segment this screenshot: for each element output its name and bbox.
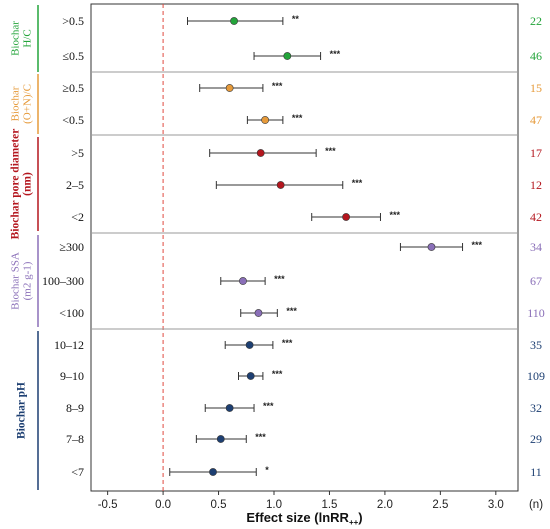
- n-label: 22: [530, 14, 542, 28]
- effect-point: [245, 341, 254, 349]
- category-label: ≤0.5: [62, 49, 84, 63]
- significance-label: ***: [472, 240, 483, 250]
- x-tick-label: 3.0: [488, 499, 504, 511]
- n-label: 12: [530, 178, 542, 192]
- category-label: <0.5: [62, 113, 84, 127]
- group-label: Biochar SSA: [10, 252, 22, 310]
- significance-label: ***: [272, 369, 283, 379]
- significance-label: ***: [325, 146, 336, 156]
- effect-point: [225, 404, 234, 412]
- plot-layer: ****************************************…: [90, 3, 519, 492]
- category-label: 2–5: [66, 178, 84, 192]
- significance-label: **: [292, 14, 300, 24]
- significance-label: ***: [282, 338, 293, 348]
- group-label: H/C: [22, 29, 34, 47]
- significance-label: ***: [272, 81, 283, 91]
- category-label: 10–12: [54, 338, 84, 352]
- category-label: 7–8: [66, 432, 84, 446]
- category-label: ≥0.5: [62, 81, 84, 95]
- effect-point: [246, 372, 255, 380]
- x-tick-label: 2.5: [432, 499, 448, 511]
- n-label: 32: [530, 401, 542, 415]
- x-tick-label: 0.5: [211, 499, 227, 511]
- effect-point: [216, 435, 225, 443]
- n-label: 110: [527, 306, 545, 320]
- significance-label: ***: [352, 178, 363, 188]
- significance-label: *: [265, 465, 269, 475]
- x-axis-title: Effect size (lnRR++): [246, 510, 362, 527]
- effect-point: [283, 52, 292, 60]
- n-label: 109: [527, 369, 545, 383]
- group-label: (m2 g-1): [22, 261, 34, 300]
- category-label: >5: [71, 146, 84, 160]
- effect-point: [427, 243, 436, 251]
- n-label: 17: [530, 146, 542, 160]
- x-axis-title-subscript: ++: [349, 518, 359, 527]
- n-column-label: (n): [529, 499, 543, 511]
- effect-point: [209, 468, 217, 476]
- significance-label: ***: [263, 401, 274, 411]
- group-label: Biochar pH: [16, 382, 28, 439]
- axis-layer: -0.5 0.0 0.5 1.0 1.5 2.0 2.5 3.0 (n) Effect size …: [98, 491, 543, 527]
- x-tick-label: 0.0: [155, 499, 171, 511]
- n-label: 46: [530, 49, 542, 63]
- effect-point: [256, 149, 265, 157]
- category-label: 100–300: [42, 274, 84, 288]
- group-label: (O+N)/C: [22, 84, 34, 124]
- effect-point: [225, 84, 234, 92]
- effect-point: [239, 277, 247, 285]
- n-label: 35: [530, 338, 542, 352]
- effect-point: [254, 309, 263, 317]
- group-label: (nm): [22, 172, 34, 196]
- x-tick-label: 1.5: [321, 499, 337, 511]
- category-label: ≥300: [59, 240, 84, 254]
- x-tick-label: 2.0: [377, 499, 393, 511]
- n-label: 11: [530, 465, 542, 479]
- significance-label: ***: [286, 306, 297, 316]
- x-tick-label: -0.5: [98, 499, 118, 511]
- category-label: >0.5: [62, 14, 84, 28]
- x-axis-title-close: ): [358, 510, 362, 525]
- category-label: <2: [71, 210, 84, 224]
- group-label: Biochar: [10, 21, 22, 56]
- category-label: <100: [59, 306, 84, 320]
- category-label: 8–9: [66, 401, 84, 415]
- significance-label: ***: [389, 210, 400, 220]
- x-tick-label: 1.0: [266, 499, 282, 511]
- effect-point: [342, 213, 350, 221]
- effect-point: [276, 181, 285, 189]
- significance-label: ***: [292, 113, 303, 123]
- effect-point: [230, 17, 238, 25]
- significance-label: ***: [274, 274, 285, 284]
- group-label: Biochar: [10, 86, 22, 121]
- plot-frame: [90, 3, 519, 492]
- significance-label: ***: [255, 432, 266, 442]
- x-axis-title-main: Effect size (lnRR: [246, 510, 349, 525]
- group-label: Biochar pore diameter: [10, 129, 22, 240]
- effect-point: [261, 116, 270, 124]
- n-label: 34: [530, 240, 542, 254]
- category-label: <7: [71, 465, 84, 479]
- n-label: 67: [530, 274, 542, 288]
- n-label: 42: [530, 210, 542, 224]
- n-label: 15: [530, 81, 542, 95]
- category-label: 9–10: [60, 369, 84, 383]
- n-label: 47: [530, 113, 542, 127]
- significance-label: ***: [330, 49, 341, 59]
- n-label: 29: [530, 432, 542, 446]
